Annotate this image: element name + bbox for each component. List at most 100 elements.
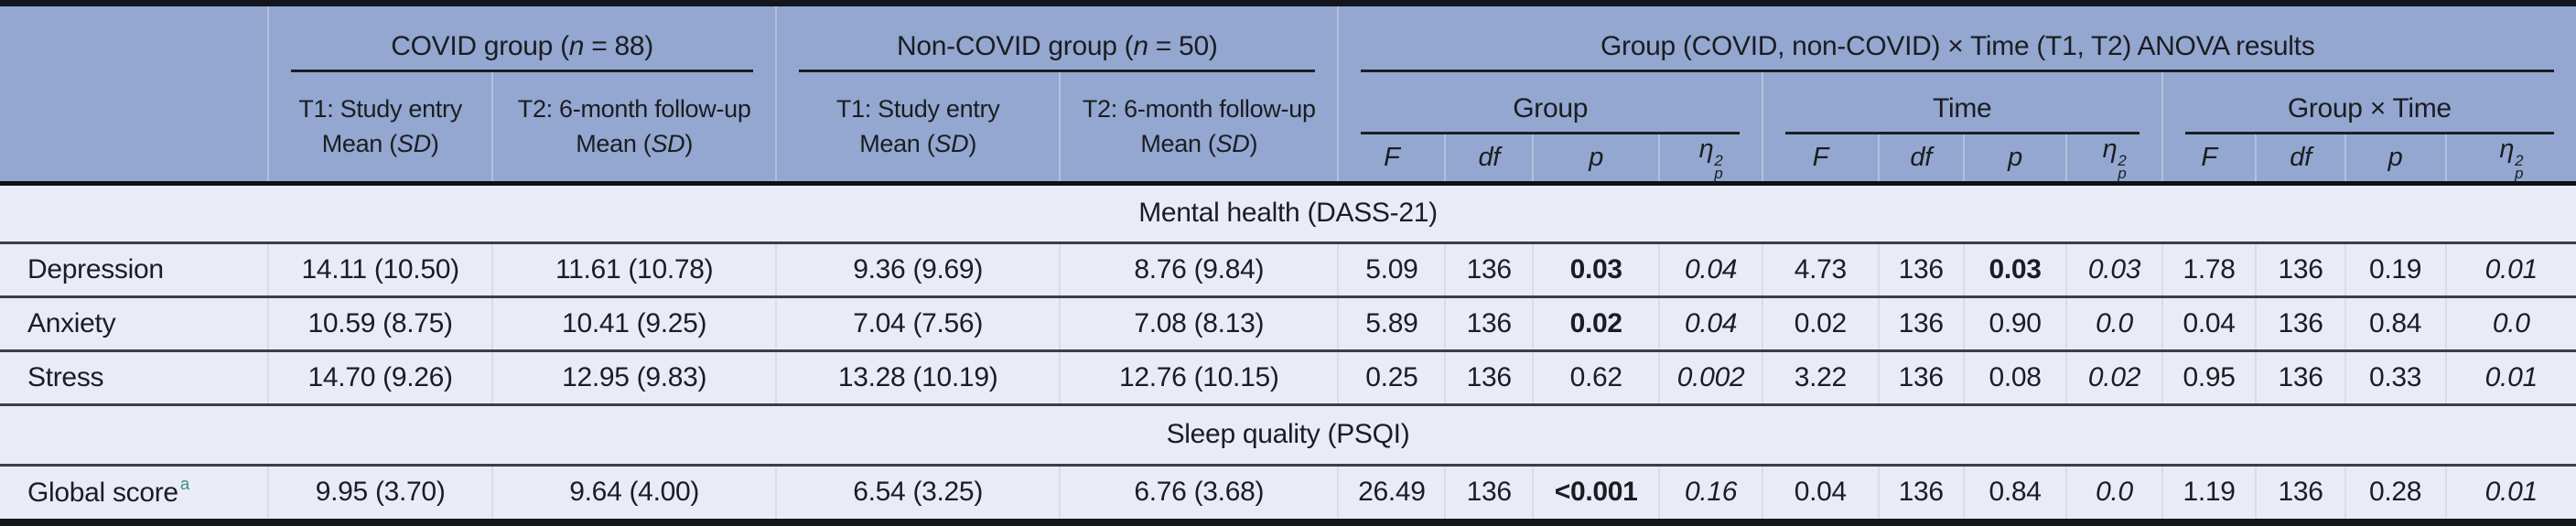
covid-group-underline <box>291 70 754 72</box>
mean-sd-cell: 9.64 (4.00) <box>492 465 778 519</box>
t2-label: T2: 6-month follow-up <box>517 94 751 123</box>
mean-sd-cell: 9.95 (3.70) <box>268 465 494 519</box>
df-header: df <box>2256 134 2346 183</box>
section-label: Sleep quality (PSQI) <box>0 404 2576 467</box>
eta-squared-value-cell: 0.04 <box>1659 296 1763 352</box>
f-value-cell: 26.49 <box>1338 465 1447 519</box>
mean-sd-cell: 11.61 (10.78) <box>492 242 778 299</box>
anova-results-table: COVID group (n = 88) Non-COVID group (n … <box>0 6 2576 519</box>
eta-squared-value-cell: 0.04 <box>1659 242 1763 299</box>
covid-t2-header: T2: 6-month follow-up Mean (SD) <box>492 72 778 183</box>
mean-sd-label: Mean (SD) <box>576 130 694 158</box>
p-value-cell: 0.84 <box>2344 296 2447 352</box>
f-value-cell: 4.73 <box>1762 242 1880 299</box>
df-header: df <box>1878 134 1965 183</box>
effect-time-label: Time <box>1933 93 1992 123</box>
f-value-cell: 3.22 <box>1762 350 1880 406</box>
df-value-cell: 136 <box>2256 350 2346 406</box>
eta-squared-value-cell: 0.02 <box>2066 350 2163 406</box>
mean-sd-cell: 10.59 (8.75) <box>268 296 494 352</box>
df-value-cell: 136 <box>1878 242 1965 299</box>
p-header: p <box>2344 134 2447 183</box>
row-label: Global score a <box>0 465 270 519</box>
p-value-cell: 0.33 <box>2344 350 2447 406</box>
f-value-cell: 1.19 <box>2161 465 2258 519</box>
effect-group-underline <box>1361 132 1740 134</box>
df-value-cell: 136 <box>1445 350 1535 406</box>
table-body: Mental health (DASS-21) Depression 14.11 (… <box>0 180 2576 519</box>
anova-results-underline <box>1361 70 2554 72</box>
df-value-cell: 136 <box>1445 296 1535 352</box>
table-row: Anxiety 10.59 (8.75) 10.41 (9.25) 7.04 (7.5… <box>0 296 2576 352</box>
table-row: Stress 14.70 (9.26) 12.95 (9.83) 13.28 (10.… <box>0 350 2576 406</box>
mean-sd-cell: 6.76 (3.68) <box>1060 465 1340 519</box>
row-label: Depression <box>0 242 270 299</box>
noncovid-group-underline <box>799 70 1316 72</box>
p-header: p <box>1533 134 1661 183</box>
f-value-cell: 0.04 <box>1762 465 1880 519</box>
section-row: Mental health (DASS-21) <box>0 180 2576 245</box>
p-value-cell: 0.19 <box>2344 242 2447 299</box>
eta-squared-value-cell: 0.01 <box>2445 242 2576 299</box>
p-value-cell: 0.03 <box>1533 242 1661 299</box>
eta-squared-value-cell: 0.0 <box>2066 465 2163 519</box>
eta-squared-value-cell: 0.03 <box>2066 242 2163 299</box>
p-value-cell: 0.02 <box>1533 296 1661 352</box>
header-row-groups: COVID group (n = 88) Non-COVID group (n … <box>0 6 2576 183</box>
table-header: COVID group (n = 88) Non-COVID group (n … <box>0 6 2576 183</box>
mean-sd-cell: 6.54 (3.25) <box>776 465 1062 519</box>
eta-squared-value-cell: 0.002 <box>1659 350 1763 406</box>
row-label: Anxiety <box>0 296 270 352</box>
effect-time-header: Time <box>1762 72 2163 134</box>
eta-squared-value-cell: 0.16 <box>1659 465 1763 519</box>
f-value-cell: 5.09 <box>1338 242 1447 299</box>
f-value-cell: 0.25 <box>1338 350 1447 406</box>
effect-group-label: Group <box>1513 93 1589 123</box>
mean-sd-cell: 8.76 (9.84) <box>1060 242 1340 299</box>
t1-label: T1: Study entry <box>298 94 462 123</box>
p-value-cell: 0.84 <box>1963 465 2068 519</box>
p-value-cell: 0.03 <box>1963 242 2068 299</box>
header-row-effects: T1: Study entry Mean (SD) T2: 6-month fo… <box>0 72 2576 183</box>
mean-sd-cell: 12.76 (10.15) <box>1060 350 1340 406</box>
footnote-marker: a <box>179 473 189 493</box>
f-value-cell: 1.78 <box>2161 242 2258 299</box>
df-value-cell: 136 <box>2256 465 2346 519</box>
df-header: df <box>1445 134 1535 183</box>
eta-squared-value-cell: 0.01 <box>2484 477 2538 508</box>
df-value-cell: 136 <box>1878 296 1965 352</box>
row-label-header-cell <box>0 6 270 183</box>
row-label: Stress <box>0 350 270 406</box>
mean-sd-label: Mean (SD) <box>321 130 439 158</box>
mean-sd-label: Mean (SD) <box>859 130 977 158</box>
f-value-cell: 0.95 <box>2161 350 2258 406</box>
noncovid-group-label: Non-COVID group (n = 50) <box>897 31 1218 61</box>
noncovid-t2-header: T2: 6-month follow-up Mean (SD) <box>1060 72 1340 183</box>
f-header: F <box>2161 134 2258 183</box>
mean-sd-cell: 14.11 (10.50) <box>268 242 494 299</box>
df-value-cell: 136 <box>1445 465 1535 519</box>
f-header: F <box>1762 134 1880 183</box>
table-row: Global score a 9.95 (3.70) 9.64 (4.00) 6.54 … <box>0 465 2576 519</box>
t1-label: T1: Study entry <box>835 94 1000 123</box>
p-value-cell: 0.28 <box>2344 465 2447 519</box>
effect-time-underline <box>1784 132 2139 134</box>
mean-sd-cell: 13.28 (10.19) <box>776 350 1062 406</box>
noncovid-t1-header: T1: Study entry Mean (SD) <box>776 72 1062 183</box>
table-row: Depression 14.11 (10.50) 11.61 (10.78) 9.36… <box>0 242 2576 299</box>
mean-sd-cell: 10.41 (9.25) <box>492 296 778 352</box>
covid-group-label: COVID group (n = 88) <box>391 31 653 61</box>
anova-results-label: Group (COVID, non-COVID) × Time (T1, T2)… <box>1601 31 2315 61</box>
eta-squared-value-cell: 0.01 <box>2445 350 2576 406</box>
df-value-cell: 136 <box>1878 350 1965 406</box>
p-value-cell: <0.001 <box>1533 465 1661 519</box>
effect-interaction-label: Group × Time <box>2287 93 2452 123</box>
eta-squared-value-cell: 0.0 <box>2066 296 2163 352</box>
section-row: Sleep quality (PSQI) <box>0 404 2576 467</box>
mean-sd-label: Mean (SD) <box>1140 130 1258 158</box>
